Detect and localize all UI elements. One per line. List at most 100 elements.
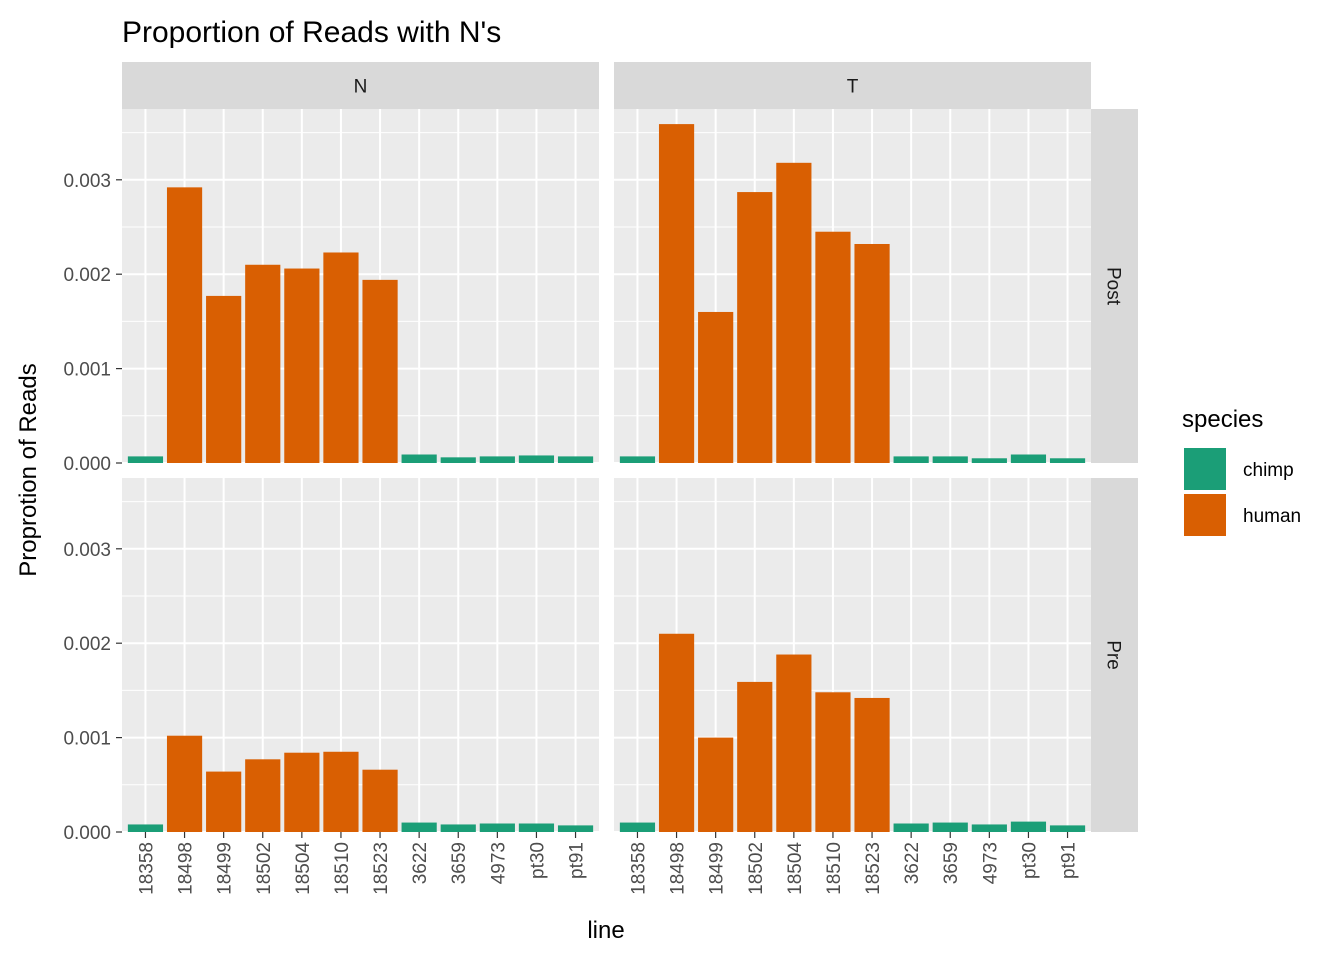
bar-T-Pre-3622 — [893, 823, 929, 832]
y-tick-label: 0.001 — [63, 729, 111, 750]
x-tick-label: 4973 — [980, 842, 1001, 884]
bar-T-Pre-pt91 — [1049, 825, 1086, 832]
bar-N-Post-18510 — [323, 252, 359, 463]
x-tick-label: 18502 — [254, 842, 275, 895]
panel-N-Pre — [122, 478, 599, 833]
strip-col-label: N — [354, 77, 368, 98]
bar-N-Post-18523 — [362, 279, 398, 463]
bar-T-Post-18510 — [815, 231, 851, 463]
bar-N-Post-3622 — [401, 454, 437, 463]
x-tick-label: 18499 — [215, 842, 236, 895]
x-tick-label: 18498 — [176, 842, 197, 895]
bar-N-Post-18358 — [127, 456, 164, 463]
x-tick-label: 18498 — [668, 842, 689, 895]
x-tick-label: 18502 — [746, 842, 767, 895]
x-tick-label: 18510 — [824, 842, 845, 895]
y-tick-label: 0.002 — [63, 265, 111, 286]
bar-N-Post-4973 — [479, 456, 515, 463]
legend-key-chimp — [1184, 448, 1226, 490]
x-tick-label: 18499 — [707, 842, 728, 895]
x-tick-label: pt30 — [527, 842, 548, 879]
legend-key-human — [1184, 494, 1226, 536]
bar-N-Pre-pt91 — [557, 825, 594, 832]
bar-T-Pre-18504 — [776, 654, 812, 832]
bar-N-Pre-18502 — [245, 759, 281, 832]
y-tick-label: 0.000 — [63, 823, 111, 844]
bar-T-Pre-18523 — [854, 697, 890, 832]
bar-T-Pre-18358 — [619, 822, 656, 832]
x-tick-label: 3622 — [410, 842, 431, 884]
bar-T-Pre-3659 — [932, 822, 968, 832]
legend: species chimp human — [1182, 406, 1301, 536]
legend-label-human: human — [1243, 506, 1301, 527]
bar-T-Pre-18502 — [737, 681, 773, 832]
x-tick-label: 18523 — [371, 842, 392, 895]
x-tick-label: 18358 — [628, 842, 649, 895]
bar-T-Post-18504 — [776, 162, 812, 464]
bar-T-Post-3659 — [932, 456, 968, 463]
bar-N-Pre-18498 — [166, 735, 203, 832]
x-tick-label: 3659 — [449, 842, 470, 884]
strip-col-label: T — [847, 77, 859, 98]
x-tick-label: 18523 — [863, 842, 884, 895]
strip-row-Pre — [1091, 478, 1138, 832]
x-tick-label: 18504 — [785, 842, 806, 895]
bar-N-Post-pt30 — [518, 455, 555, 463]
legend-label-chimp: chimp — [1243, 460, 1294, 481]
panel-T-Pre — [614, 478, 1091, 833]
bar-N-Post-18499 — [206, 295, 242, 463]
chart-title: Proportion of Reads with N's — [122, 16, 501, 49]
legend-title: species — [1182, 406, 1263, 433]
strip-col-N — [122, 62, 599, 109]
x-tick-label: 4973 — [488, 842, 509, 884]
x-tick-label: pt91 — [1059, 842, 1080, 879]
bar-N-Pre-3659 — [440, 824, 476, 832]
bar-T-Post-18499 — [698, 311, 734, 463]
bar-T-Pre-18510 — [815, 692, 851, 832]
bar-N-Post-pt91 — [557, 456, 594, 463]
bar-N-Pre-18358 — [127, 824, 164, 832]
panel-T-Post — [614, 109, 1091, 464]
bar-N-Post-3659 — [440, 457, 476, 463]
bar-N-Post-18504 — [284, 268, 320, 463]
y-tick-label: 0.002 — [63, 634, 111, 655]
x-tick-label: 3622 — [902, 842, 923, 884]
bar-N-Post-18502 — [245, 264, 281, 463]
strip-row-Post — [1091, 109, 1138, 463]
x-tick-label: pt91 — [567, 842, 588, 879]
bar-T-Post-18502 — [737, 192, 773, 463]
y-tick-label: 0.003 — [63, 540, 111, 561]
y-tick-label: 0.001 — [63, 360, 111, 381]
bar-T-Post-18498 — [658, 124, 695, 463]
bar-T-Post-3622 — [893, 456, 929, 463]
x-tick-label: 18504 — [293, 842, 314, 895]
panel-N-Post — [122, 109, 599, 464]
bar-T-Post-18523 — [854, 243, 890, 463]
bar-T-Pre-pt30 — [1010, 821, 1047, 832]
bar-N-Pre-18504 — [284, 752, 320, 832]
x-tick-label: 18510 — [332, 842, 353, 895]
strip-col-T — [614, 62, 1091, 109]
bar-N-Pre-4973 — [479, 823, 515, 832]
bar-N-Post-18498 — [166, 187, 203, 464]
bar-N-Pre-18510 — [323, 751, 359, 832]
strip-row-label: Post — [1103, 267, 1124, 306]
bar-T-Pre-4973 — [971, 824, 1007, 832]
bar-T-Pre-18498 — [658, 633, 695, 832]
facet-panels: 0.000 0.001 0.002 0.003 0.000 0.001 0.002 0.003… — [63, 62, 1138, 895]
bar-T-Pre-18499 — [698, 737, 734, 832]
bar-N-Pre-pt30 — [518, 823, 555, 832]
x-tick-label: 3659 — [941, 842, 962, 884]
x-axis-title: line — [587, 917, 624, 944]
bar-N-Pre-18499 — [206, 771, 242, 832]
bar-T-Post-18358 — [619, 456, 656, 463]
x-tick-label: pt30 — [1019, 842, 1040, 879]
y-tick-label: 0.003 — [63, 171, 111, 192]
y-axis-title: Proprotion of Reads — [15, 363, 42, 576]
bar-T-Post-4973 — [971, 458, 1007, 463]
bar-T-Post-pt91 — [1049, 458, 1086, 463]
x-tick-label: 18358 — [136, 842, 157, 895]
bar-N-Pre-3622 — [401, 822, 437, 832]
bar-N-Pre-18523 — [362, 769, 398, 832]
